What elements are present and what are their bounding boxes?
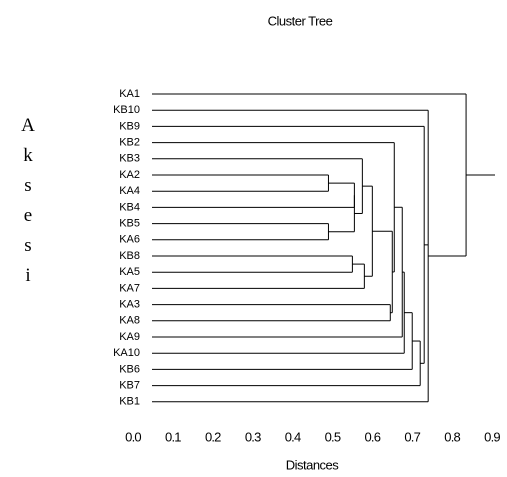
leaf-label: KA10 (113, 347, 140, 359)
x-tick-label: 0.6 (364, 429, 380, 444)
leaf-label: KA7 (119, 282, 140, 294)
leaf-label: KA8 (119, 315, 140, 327)
leaf-label: KA1 (119, 88, 140, 100)
leaf-label: KB10 (113, 104, 140, 116)
leaf-label: KA6 (119, 234, 140, 246)
leaf-label: KA5 (119, 266, 140, 278)
x-tick-label: 0.8 (444, 429, 460, 444)
leaf-label: KB1 (119, 396, 140, 408)
leaf-label: KA4 (119, 185, 140, 197)
x-tick-label: 0.4 (285, 429, 301, 444)
x-tick-label: 0.7 (404, 429, 420, 444)
x-tick-label: 0.1 (165, 429, 181, 444)
leaf-label: KA2 (119, 169, 140, 181)
leaf-label: KB8 (119, 250, 140, 262)
x-tick-label: 0.5 (325, 429, 341, 444)
leaf-label: KB9 (119, 120, 140, 132)
x-tick-label: 0.2 (205, 429, 221, 444)
x-axis-label: Distances (286, 457, 340, 472)
leaf-label: KB3 (119, 153, 140, 165)
leaf-label: KB7 (119, 380, 140, 392)
chart-title: Cluster Tree (268, 13, 333, 28)
leaf-label: KB4 (119, 201, 140, 213)
x-tick-label: 0.9 (484, 429, 500, 444)
leaf-label: KB6 (119, 363, 140, 375)
x-tick-label: 0.0 (125, 429, 141, 444)
leaf-label: KB5 (119, 218, 140, 230)
leaf-label: KA9 (119, 331, 140, 343)
leaf-label: KA3 (119, 299, 140, 311)
leaf-label: KB2 (119, 137, 140, 149)
x-tick-label: 0.3 (245, 429, 261, 444)
